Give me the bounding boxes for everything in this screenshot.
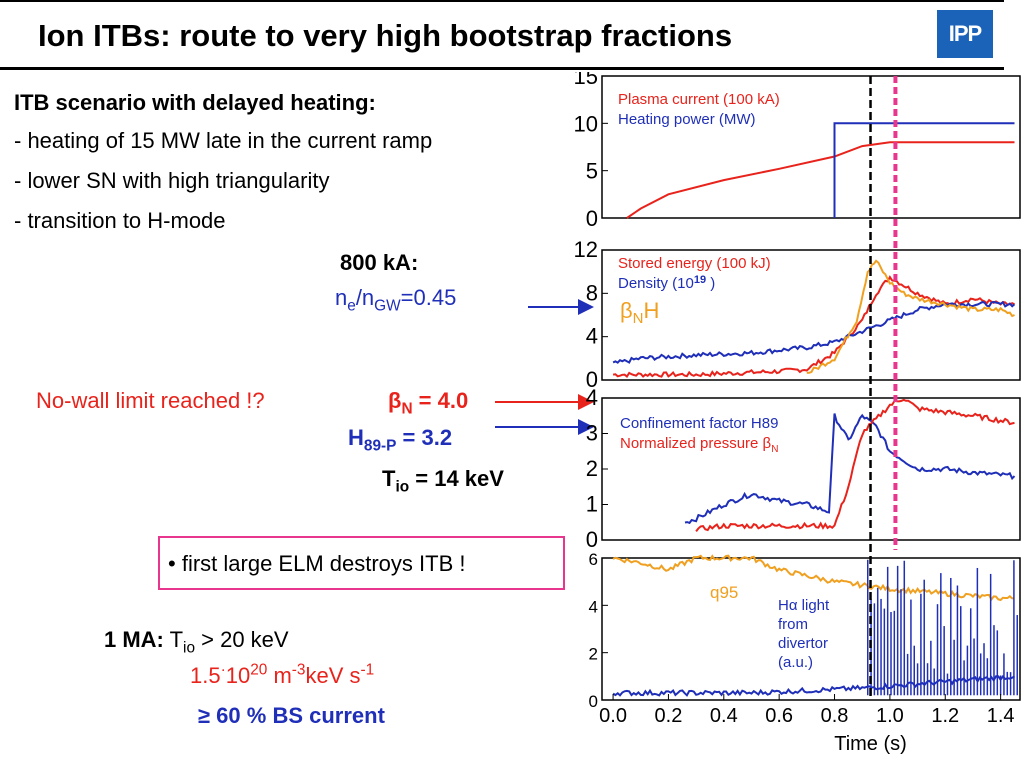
legend-halpha-divertor: divertor <box>778 635 828 652</box>
beta-n-value: βN = 4.0 <box>388 388 469 418</box>
y-tick-label: 0 <box>589 692 598 711</box>
x-tick-label: 0.6 <box>765 705 793 727</box>
series-line <box>612 554 1015 602</box>
panel-frame <box>601 75 1021 219</box>
legend-confinement: Confinement factor H89 <box>620 415 778 432</box>
y-tick-label: 4 <box>586 324 598 349</box>
title-bottom-rule <box>0 67 1004 70</box>
y-tick-label: 6 <box>589 550 598 569</box>
x-tick-label: 1.0 <box>876 705 904 727</box>
legend-heating-power: Heating power (MW) <box>618 111 756 128</box>
series-line <box>612 300 1016 364</box>
y-tick-label: 3 <box>586 421 598 446</box>
x-tick-label: 0.4 <box>710 705 738 727</box>
legend-halpha-from: from <box>778 616 808 633</box>
tio-value: Tio = 14 keV <box>382 466 504 496</box>
y-tick-label: 0 <box>586 367 598 392</box>
y-tick-label: 4 <box>586 385 598 410</box>
legend-beta-n-h: βNH <box>620 298 659 327</box>
x-tick-label: 0.0 <box>599 705 627 727</box>
series-line <box>695 398 1015 533</box>
fusion-product: 1.5·1020 m-3keV s-1 <box>190 661 375 688</box>
legend-stored-energy: Stored energy (100 kJ) <box>618 255 771 272</box>
y-tick-label: 2 <box>586 456 598 481</box>
y-tick-label: 12 <box>574 237 598 262</box>
no-wall-label: No-wall limit reached !? <box>36 388 265 413</box>
y-tick-label: 5 <box>586 159 598 184</box>
series-line <box>626 141 1015 219</box>
panel-frame <box>601 249 1021 381</box>
legend-q95: q95 <box>710 583 738 602</box>
series-line <box>612 275 1015 378</box>
legend-halpha-au: (a.u.) <box>778 654 813 671</box>
legend-density: Density (1019 ) <box>618 274 715 292</box>
y-tick-label: 10 <box>574 111 598 136</box>
x-tick-label: 0.2 <box>655 705 683 727</box>
x-tick-label: 1.4 <box>987 705 1015 727</box>
series-line <box>833 122 1015 218</box>
y-tick-label: 4 <box>589 597 598 616</box>
scenario-bullet: - lower SN with high triangularity <box>14 168 330 193</box>
panel-frame <box>601 557 1021 701</box>
series-line <box>684 413 1016 525</box>
legend-halpha: Hα light <box>778 597 830 614</box>
y-tick-label: 2 <box>589 645 598 664</box>
scenario-bullet: - transition to H-mode <box>14 208 226 233</box>
series-line <box>806 259 1015 374</box>
one-ma-line: 1 MA: Tio > 20 keV <box>104 627 289 657</box>
y-tick-label: 8 <box>586 280 598 305</box>
scenario-heading: ITB scenario with delayed heating: <box>14 90 376 115</box>
density-ratio-label: ne/nGW=0.45 <box>335 285 457 315</box>
scenario-bullet: - heating of 15 MW late in the current r… <box>14 128 433 153</box>
y-tick-label: 0 <box>586 527 598 552</box>
y-tick-label: 1 <box>586 492 598 517</box>
y-tick-label: 0 <box>586 206 598 231</box>
elm-callout-box <box>158 536 565 590</box>
x-tick-label: 0.8 <box>821 705 849 727</box>
legend-normalized-pressure: Normalized pressure βN <box>620 435 778 455</box>
ipp-logo: IPP <box>937 10 993 58</box>
legend-plasma-current: Plasma current (100 kA) <box>618 91 780 108</box>
title-top-rule <box>0 0 1004 2</box>
bs-current-label: ≥ 60 % BS current <box>198 703 385 728</box>
current-800-label: 800 kA: <box>340 250 419 275</box>
elm-callout-text: • first large ELM destroys ITB ! <box>168 551 466 576</box>
x-axis-label: Time (s) <box>834 733 907 755</box>
slide-title: Ion ITBs: route to very high bootstrap f… <box>38 18 733 53</box>
y-tick-label: 15 <box>574 72 598 89</box>
h89p-value: H89-P = 3.2 <box>348 425 453 455</box>
x-tick-label: 1.2 <box>931 705 959 727</box>
